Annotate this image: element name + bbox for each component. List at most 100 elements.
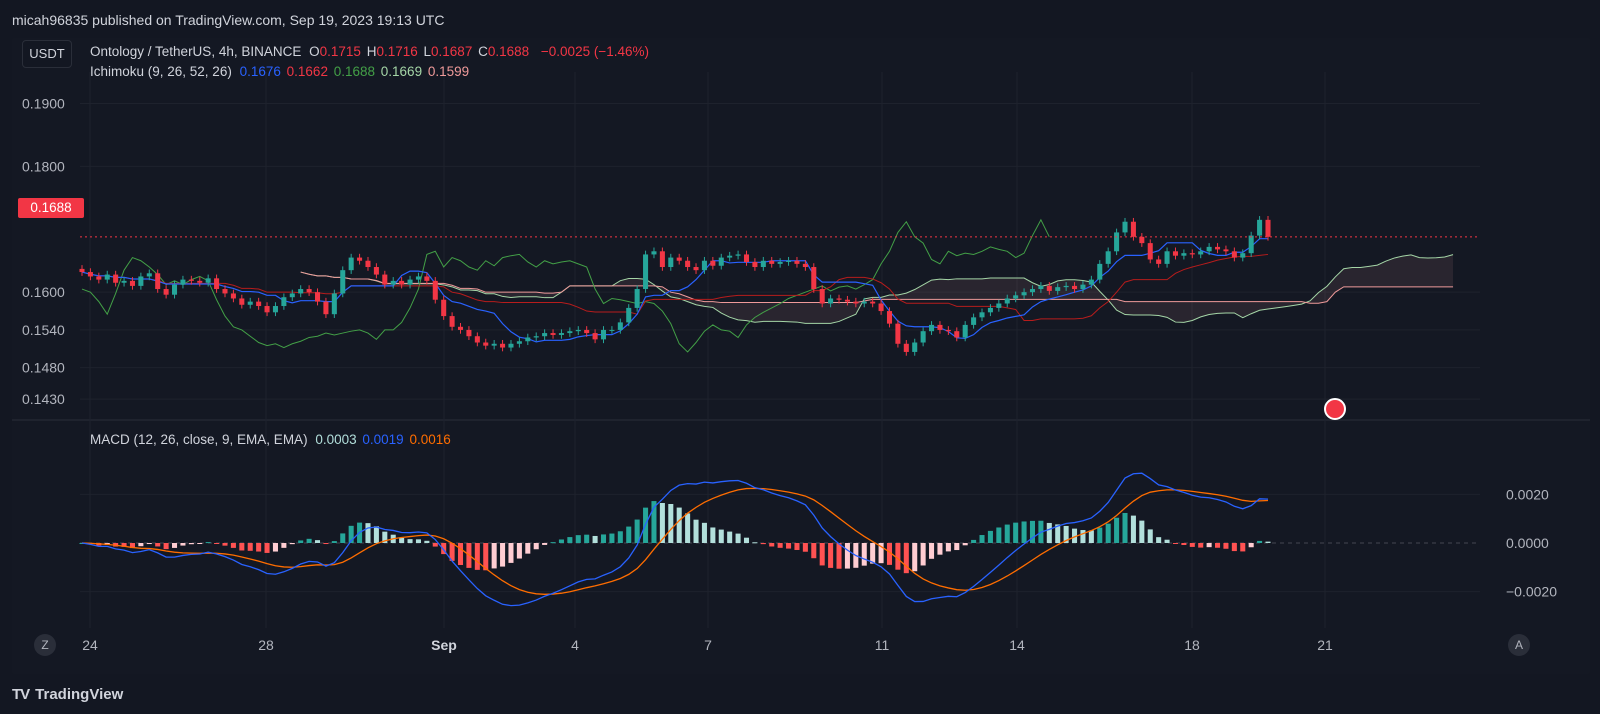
macd-histogram-bar xyxy=(617,531,623,543)
macd-histogram-bar xyxy=(1055,524,1061,543)
close-label: C xyxy=(478,44,488,59)
macd-histogram-bar xyxy=(1147,529,1153,543)
candle-body xyxy=(121,280,127,283)
close-value: 0.1688 xyxy=(487,44,530,59)
candle-body xyxy=(508,343,514,348)
candle-body xyxy=(188,279,194,281)
candle-body xyxy=(146,273,152,277)
macd-histogram-bar xyxy=(348,525,354,543)
us-flag-icon[interactable] xyxy=(1324,398,1346,420)
macd-histogram-bar xyxy=(323,543,329,545)
macd-histogram-bar xyxy=(542,543,548,545)
macd-histogram-bar xyxy=(399,537,405,543)
macd-histogram-bar xyxy=(407,539,413,543)
macd-histogram-bar xyxy=(1080,530,1086,543)
high-label: H xyxy=(366,44,377,59)
candle-body xyxy=(1122,221,1128,233)
tradingview-logo[interactable]: TV TradingView xyxy=(12,686,123,703)
candle-body xyxy=(474,336,480,343)
macd-histogram-bar xyxy=(365,523,371,543)
auto-scale-button[interactable]: A xyxy=(1508,634,1530,656)
candle-body xyxy=(811,267,817,290)
candle-body xyxy=(937,324,943,330)
macd-histogram-bar xyxy=(1206,543,1212,548)
candle-body xyxy=(1080,284,1086,290)
candle-body xyxy=(979,312,985,318)
candle-body xyxy=(129,280,135,286)
macd-histogram-bar xyxy=(903,543,909,574)
candle-body xyxy=(1223,249,1229,252)
brand-name: TradingView xyxy=(35,686,124,703)
macd-histogram-bar xyxy=(272,543,278,552)
macd-histogram-bar xyxy=(172,543,178,548)
main-legend: Ontology / TetherUS, 4h, BINANCE O0.1715… xyxy=(90,44,651,59)
candle-body xyxy=(558,333,564,335)
macd-histogram-bar xyxy=(1181,543,1187,546)
candle-body xyxy=(483,342,489,346)
macd-hist-value: 0.0003 xyxy=(315,432,357,447)
candle-body xyxy=(954,331,960,338)
macd-histogram-bar xyxy=(230,543,236,548)
macd-signal-value: 0.0016 xyxy=(409,432,451,447)
publisher-header: micah96835 published on TradingView.com,… xyxy=(0,0,1600,38)
macd-histogram-bar xyxy=(491,543,497,569)
macd-histogram-bar xyxy=(886,543,893,565)
change-value: −0.0025 (−1.46%) xyxy=(540,44,649,59)
macd-histogram-bar xyxy=(1114,517,1120,543)
candle-body xyxy=(920,331,926,343)
candle-body xyxy=(272,306,278,313)
macd-histogram-bar xyxy=(786,543,792,549)
candle-body xyxy=(113,274,119,283)
macd-histogram-bar xyxy=(483,543,489,571)
candle-body xyxy=(710,260,716,266)
chart-area[interactable]: 0.1900 0.1800 0.1600 0.1540 0.1480 0.1430 0.00… xyxy=(12,38,1590,674)
zoom-button[interactable]: Z xyxy=(34,634,56,656)
macd-histogram-bar xyxy=(474,543,480,570)
candle-body xyxy=(929,324,935,332)
candle-body xyxy=(1189,253,1195,255)
candle-body xyxy=(331,293,337,315)
low-value: 0.1687 xyxy=(431,44,473,59)
x-tick-label: 18 xyxy=(1184,637,1200,653)
macd-histogram-bar xyxy=(987,530,993,543)
macd-histogram-bar xyxy=(239,543,245,551)
candle-body xyxy=(643,254,649,290)
macd-histogram-bar xyxy=(710,527,716,543)
candle-body xyxy=(306,289,312,293)
candle-body xyxy=(230,293,236,299)
macd-histogram-bar xyxy=(1240,543,1246,552)
candle-body xyxy=(626,307,632,323)
macd-histogram-bar xyxy=(1046,522,1052,543)
x-tick-label: 4 xyxy=(571,637,579,653)
candle-body xyxy=(399,280,405,285)
symbol-badge[interactable]: USDT xyxy=(22,40,72,68)
macd-histogram-bar xyxy=(727,531,733,543)
candle-body xyxy=(96,276,102,280)
candle-body xyxy=(1248,235,1254,254)
macd-y-tick-label: 0.0020 xyxy=(1506,486,1549,502)
candle-body xyxy=(382,274,388,285)
macd-histogram-bar xyxy=(163,543,169,550)
main-y-tick-label: 0.1600 xyxy=(22,284,65,300)
candle-body xyxy=(1147,243,1153,260)
candle-body xyxy=(415,276,421,280)
candle-body xyxy=(802,263,808,268)
macd-histogram-bar xyxy=(138,543,144,547)
price-chart-svg[interactable]: 0.1900 0.1800 0.1600 0.1540 0.1480 0.1430 0.00… xyxy=(12,38,1590,674)
candle-body xyxy=(786,260,792,262)
macd-histogram-bar xyxy=(735,533,741,543)
span-a-value: 0.1669 xyxy=(380,64,423,79)
candle-body xyxy=(1114,232,1120,252)
candle-body xyxy=(996,303,1002,308)
candle-body xyxy=(247,301,253,305)
macd-histogram-bar xyxy=(432,543,438,547)
candle-body xyxy=(1013,295,1019,299)
candle-body xyxy=(289,293,295,298)
main-y-tick-label: 0.1480 xyxy=(22,360,65,376)
macd-histogram-bar xyxy=(306,538,312,543)
macd-histogram-bar xyxy=(1198,543,1204,548)
candle-body xyxy=(314,292,321,302)
main-y-tick-label: 0.1540 xyxy=(22,322,65,338)
candle-body xyxy=(1105,251,1111,264)
ichimoku-label: Ichimoku (9, 26, 52, 26) xyxy=(90,64,232,79)
